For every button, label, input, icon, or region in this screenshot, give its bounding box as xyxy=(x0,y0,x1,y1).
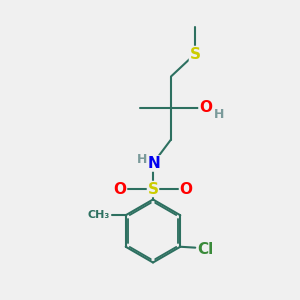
Text: S: S xyxy=(148,182,158,196)
Text: CH₃: CH₃ xyxy=(88,210,110,220)
Text: H: H xyxy=(214,108,224,121)
Text: H: H xyxy=(136,153,147,167)
Text: O: O xyxy=(199,100,212,116)
Text: S: S xyxy=(190,46,200,62)
Text: O: O xyxy=(113,182,127,196)
Text: O: O xyxy=(179,182,193,196)
Text: N: N xyxy=(148,156,161,171)
Text: Cl: Cl xyxy=(198,242,214,257)
